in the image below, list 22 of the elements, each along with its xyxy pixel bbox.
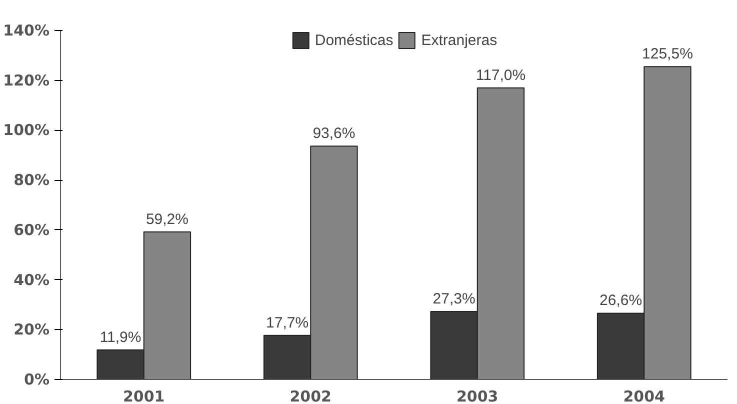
data-label: 11,9%: [100, 328, 142, 346]
data-label: 93,6%: [312, 125, 356, 142]
x-tick-label: 2004: [623, 388, 665, 404]
data-label: 17,7%: [266, 314, 309, 332]
y-tick-label: 0%: [24, 370, 50, 388]
y-tick-label: 80%: [14, 171, 50, 190]
y-tick-label: 40%: [14, 270, 50, 289]
y-tick-label: 100%: [3, 121, 50, 140]
x-tick-label: 2001: [123, 388, 165, 404]
y-tick-label: 140%: [3, 22, 50, 40]
x-tick-label: 2003: [456, 388, 498, 404]
y-tick-label: 120%: [3, 71, 50, 90]
x-tick-label: 2002: [290, 388, 332, 404]
legend-label: Domésticas: [314, 32, 394, 48]
data-label: 125,5%: [642, 46, 693, 63]
data-label: 117,0%: [476, 66, 526, 84]
legend-label: Extranjeras: [421, 32, 498, 48]
data-label: 27,3%: [432, 290, 476, 308]
data-label: 59,2%: [146, 210, 188, 228]
y-tick-label: 20%: [14, 320, 50, 339]
y-tick-label: 60%: [14, 220, 50, 239]
data-label: 26,6%: [600, 292, 642, 310]
